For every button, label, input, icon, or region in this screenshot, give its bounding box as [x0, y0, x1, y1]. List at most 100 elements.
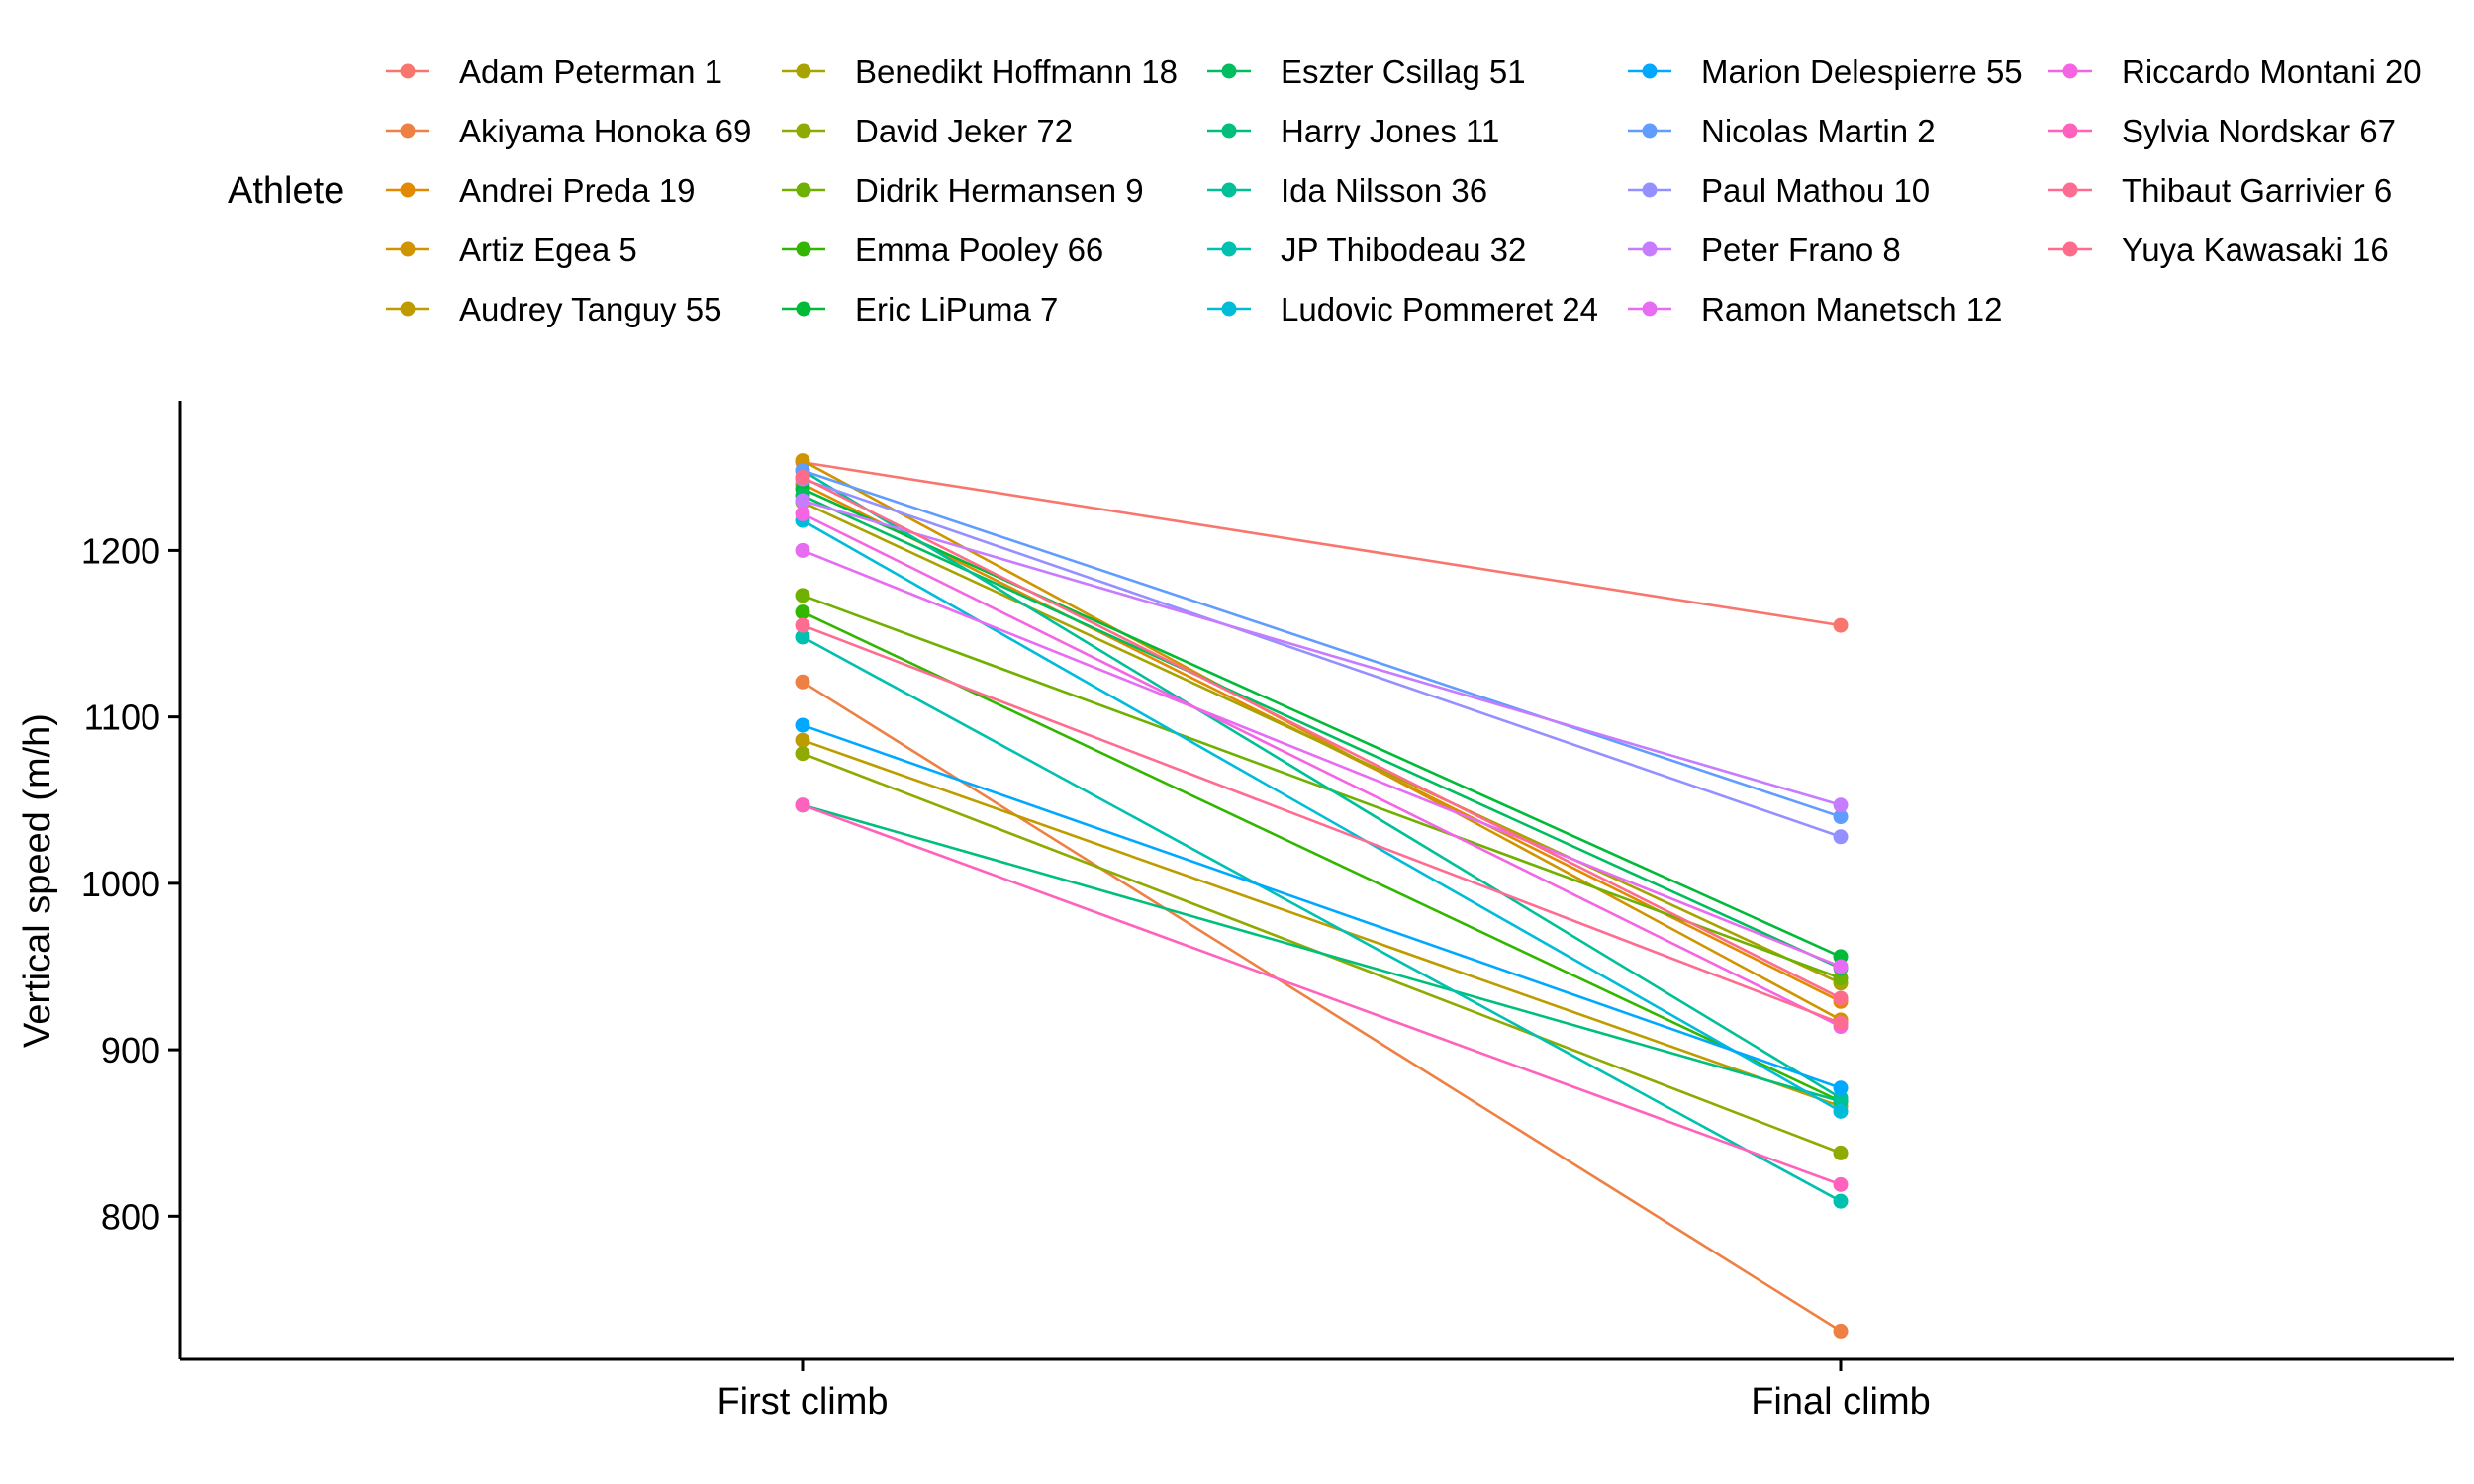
plot-area: 800 900 1000 1100 1200 First climb Final clim… [17, 401, 2454, 1423]
legend-item-adam-peterman-1: Adam Peterman 1 [386, 53, 722, 90]
legend-item-ida-nilsson-36: Ida Nilsson 36 [1207, 172, 1487, 209]
legend-label: Emma Pooley 66 [855, 232, 1103, 268]
series-ludovic-pommeret-24 [795, 512, 1849, 1119]
legend-label: Ramon Manetsch 12 [1701, 291, 2003, 327]
data-point-final-climb [1833, 1015, 1849, 1031]
legend-key-point [796, 123, 811, 139]
data-point-final-climb [1833, 1176, 1849, 1192]
data-point-first-climb [795, 732, 810, 748]
legend-key-point [400, 123, 416, 139]
legend-key-point [1642, 301, 1658, 317]
legend-label: Adam Peterman 1 [459, 53, 722, 90]
legend-label: Thibaut Garrivier 6 [2122, 172, 2392, 209]
legend-item-eric-lipuma-7: Eric LiPuma 7 [782, 291, 1058, 327]
series-marion-delespierre-55 [795, 717, 1849, 1096]
data-point-first-climb [795, 469, 810, 485]
legend-key-point [1221, 63, 1237, 79]
series-line [802, 512, 1842, 1028]
series-line [802, 469, 1842, 818]
legend-label: Nicolas Martin 2 [1701, 113, 1936, 149]
legend-label: Artiz Egea 5 [459, 232, 637, 268]
legend-label: Audrey Tanguy 55 [459, 291, 721, 327]
data-point-first-climb [795, 674, 810, 690]
series-line [802, 549, 1842, 969]
legend-item-peter-frano-8: Peter Frano 8 [1628, 232, 1901, 268]
data-point-final-climb [1833, 797, 1849, 813]
series-line [802, 803, 1842, 1103]
y-tick-label: 1000 [81, 864, 160, 904]
series-line [802, 623, 1842, 1025]
data-point-final-climb [1833, 1323, 1849, 1339]
series-line [802, 594, 1842, 979]
data-point-final-climb [1833, 617, 1849, 633]
legend-key-point [2062, 182, 2078, 198]
legend-label: Ludovic Pommeret 24 [1281, 291, 1598, 327]
legend-label: Paul Mathou 10 [1701, 172, 1930, 209]
legend-key-point [1221, 182, 1237, 198]
data-point-first-climb [795, 493, 810, 509]
legend-key-point [796, 63, 811, 79]
y-tick-label: 900 [101, 1030, 160, 1070]
data-point-first-climb [795, 604, 810, 620]
legend-label: David Jeker 72 [855, 113, 1073, 149]
legend-label: Yuya Kawasaki 16 [2122, 232, 2389, 268]
series-line [802, 803, 1842, 1186]
legend-item-riccardo-montani-20: Riccardo Montani 20 [2048, 53, 2422, 90]
data-point-first-climb [795, 797, 810, 813]
series-line [802, 681, 1842, 1333]
legend-key-point [2062, 123, 2078, 139]
series-paul-mathou-10 [795, 471, 1849, 845]
series-line [802, 487, 1842, 959]
legend-key-point [400, 241, 416, 257]
data-point-first-climb [795, 617, 810, 633]
legend-key-point [1642, 123, 1658, 139]
series-artiz-egea-5 [795, 453, 1849, 1028]
y-tick-label: 800 [101, 1196, 160, 1237]
legend-item-ludovic-pommeret-24: Ludovic Pommeret 24 [1207, 291, 1598, 327]
legend-item-ramon-manetsch-12: Ramon Manetsch 12 [1628, 291, 2003, 327]
series-line [802, 476, 1842, 1000]
series-akiyama-honoka-69 [795, 674, 1849, 1339]
series-riccardo-montani-20 [795, 506, 1849, 1035]
series-line [802, 499, 1842, 807]
legend-item-emma-pooley-66: Emma Pooley 66 [782, 232, 1103, 268]
legend-item-sylvia-nordskar-67: Sylvia Nordskar 67 [2048, 113, 2396, 149]
legend-key-point [796, 241, 811, 257]
series-sylvia-nordskar-67 [795, 797, 1849, 1192]
legend-label: Akiyama Honoka 69 [459, 113, 751, 149]
legend-label: Eric LiPuma 7 [855, 291, 1058, 327]
legend-label: Riccardo Montani 20 [2122, 53, 2422, 90]
legend-label: Sylvia Nordskar 67 [2122, 113, 2396, 149]
data-point-first-climb [795, 629, 810, 645]
y-tick-label: 1200 [81, 530, 160, 571]
legend-label: Ida Nilsson 36 [1281, 172, 1487, 209]
data-point-first-climb [795, 506, 810, 521]
legend-label: Peter Frano 8 [1701, 232, 1901, 268]
y-tick-label: 1100 [84, 697, 160, 738]
series-line [802, 494, 1842, 970]
x-tick-label-first-climb: First climb [716, 1381, 888, 1423]
legend-key-point [2062, 63, 2078, 79]
series-line [802, 460, 1842, 627]
legend-label: Benedikt Hoffmann 18 [855, 53, 1178, 90]
legend-key-point [400, 63, 416, 79]
legend-item-artiz-egea-5: Artiz Egea 5 [386, 232, 637, 268]
legend-item-eszter-csillag-51: Eszter Csillag 51 [1207, 53, 1526, 90]
legend-title: Athlete [228, 170, 344, 212]
series-line [802, 518, 1842, 1113]
data-point-final-climb [1833, 1103, 1849, 1119]
legend-key-point [1642, 182, 1658, 198]
legend-label: Andrei Preda 19 [459, 172, 696, 209]
legend-item-akiyama-honoka-69: Akiyama Honoka 69 [386, 113, 751, 149]
legend: Athlete Adam Peterman 1 Akiyama Honoka 69… [228, 53, 2422, 327]
legend-item-audrey-tanguy-55: Audrey Tanguy 55 [386, 291, 721, 327]
series-line [802, 635, 1842, 1203]
legend-key-point [1221, 123, 1237, 139]
y-axis-label: Vertical speed (m/h) [17, 713, 58, 1048]
data-point-final-climb [1833, 990, 1849, 1006]
data-point-final-climb [1833, 959, 1849, 974]
legend-item-didrik-hermansen-9: Didrik Hermansen 9 [782, 172, 1144, 209]
legend-key-point [400, 301, 416, 317]
legend-item-benedikt-hoffmann-18: Benedikt Hoffmann 18 [782, 53, 1178, 90]
